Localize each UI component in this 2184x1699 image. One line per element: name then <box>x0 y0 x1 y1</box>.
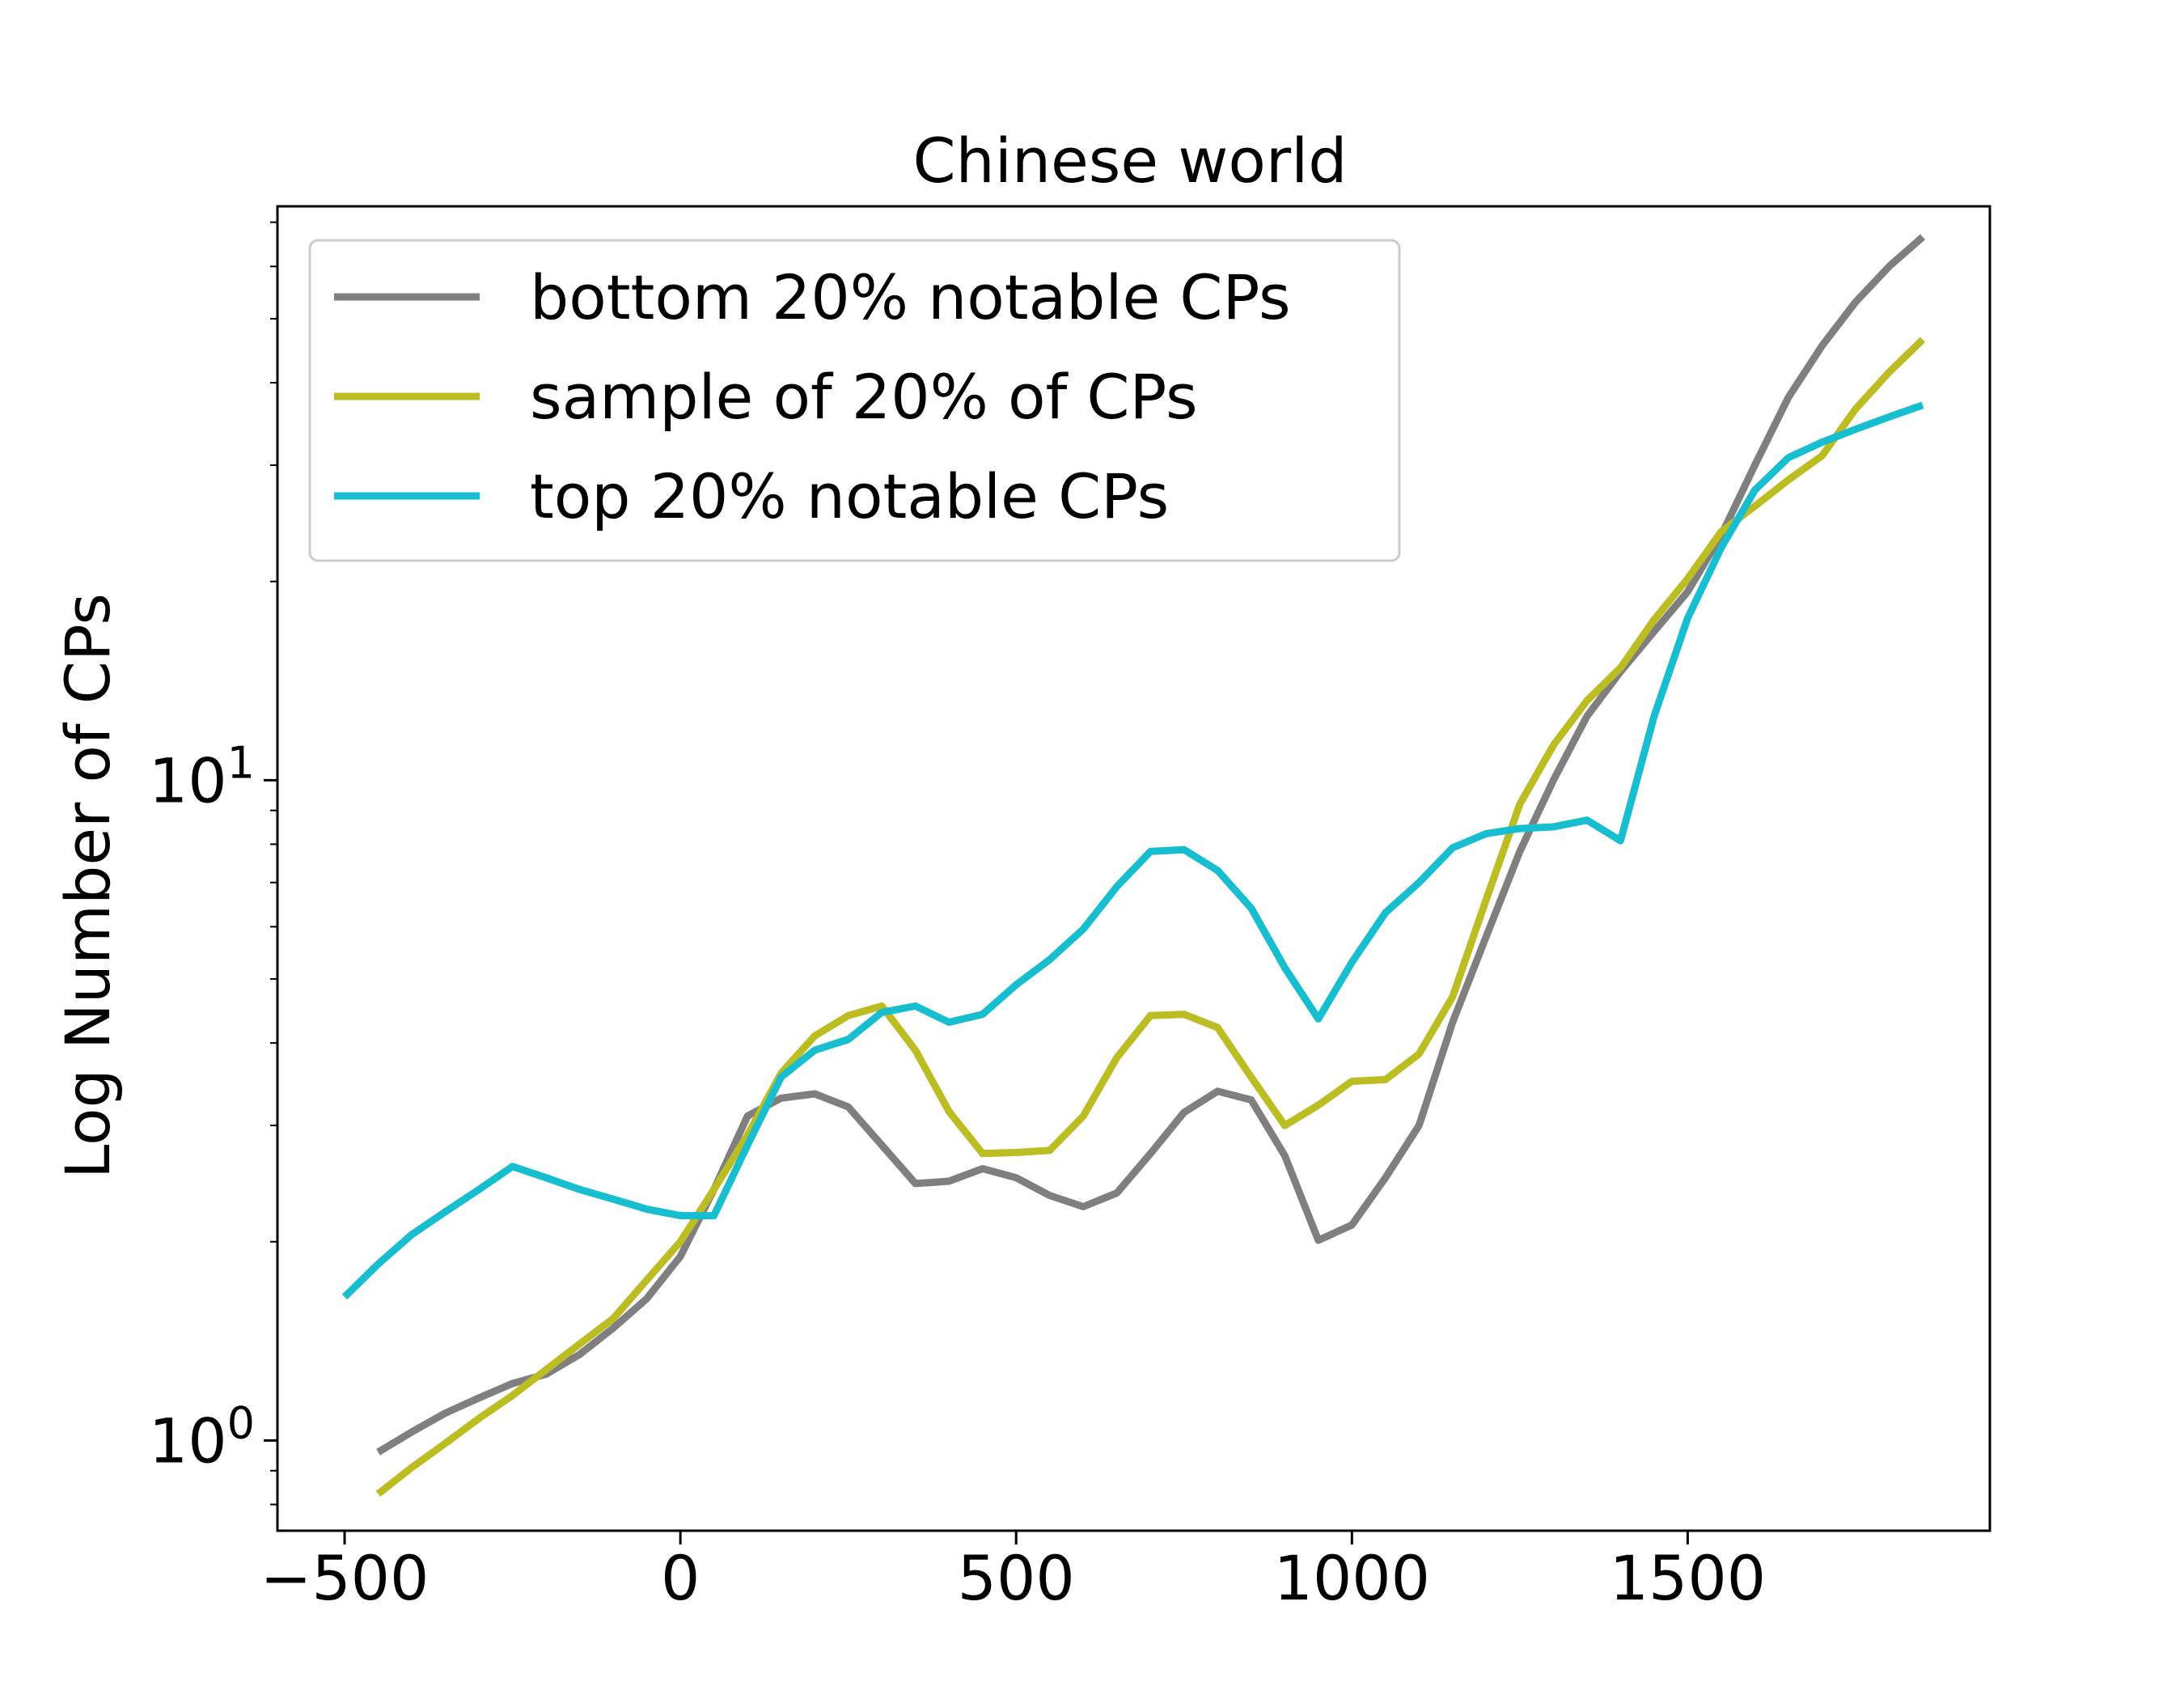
legend-label-2: top 20% notable CPs <box>530 460 1169 532</box>
legend: bottom 20% notable CPs sample of 20% of C… <box>308 239 1401 562</box>
y-tick-label-base: 10 <box>149 744 227 816</box>
x-tick-label: 1000 <box>1274 1542 1430 1614</box>
y-tick-label: 100 <box>149 1397 255 1477</box>
legend-label-0: bottom 20% notable CPs <box>530 261 1291 333</box>
x-tick-label: −500 <box>260 1542 430 1614</box>
x-tick-label: 1500 <box>1610 1542 1766 1614</box>
legend-items: bottom 20% notable CPs sample of 20% of C… <box>334 261 1291 532</box>
chart-title: Chinese world <box>912 125 1347 197</box>
plot-frame <box>276 205 1991 1532</box>
y-tick-label: 101 <box>149 737 255 816</box>
y-tick-label-exponent: 1 <box>227 737 255 788</box>
legend-box <box>308 239 1401 562</box>
x-axis: −500 0 500 1000 1500 <box>260 1531 1766 1614</box>
series-line-1 <box>375 337 1926 1498</box>
y-tick-label-exponent: 0 <box>227 1397 255 1448</box>
plot-area <box>341 234 1926 1498</box>
y-axis-label: Log Number of CPs <box>52 593 124 1179</box>
series-line-2 <box>341 401 1924 1300</box>
series-line-0 <box>376 234 1925 1455</box>
y-tick-label-base: 10 <box>149 1405 227 1477</box>
legend-label-1: sample of 20% of CPs <box>530 361 1198 433</box>
x-tick-label: 500 <box>958 1542 1075 1614</box>
x-tick-label: 0 <box>661 1542 700 1614</box>
